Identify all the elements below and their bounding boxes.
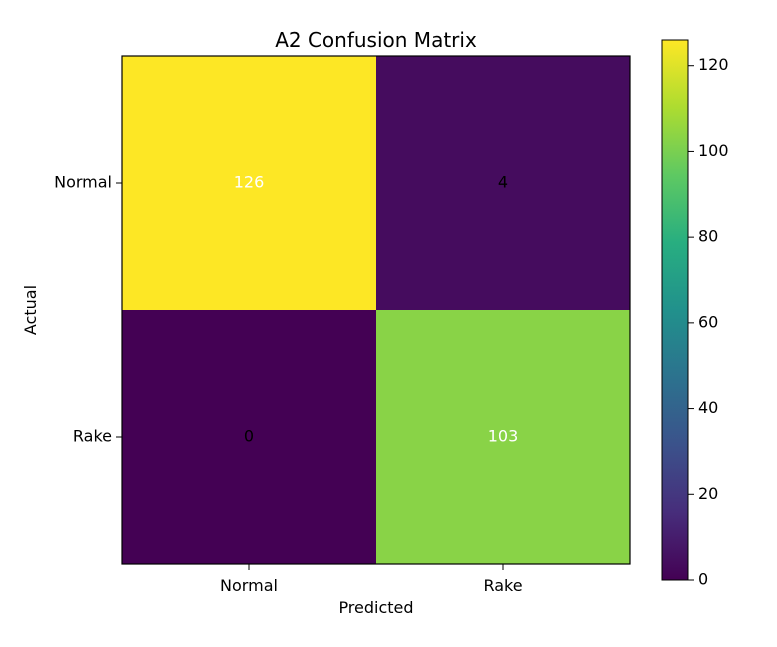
- x-tick-label: Rake: [483, 576, 522, 595]
- cell-value-label: 0: [244, 427, 254, 446]
- y-axis-ticks: Normal Rake: [54, 173, 122, 446]
- heatmap-cells: [122, 56, 630, 564]
- colorbar-ticks: 0 20 40 60 80 100 120: [688, 55, 729, 589]
- cell-value-label: 103: [488, 427, 519, 446]
- cell-value-label: 4: [498, 173, 508, 192]
- heatmap-cell: [376, 310, 630, 564]
- heatmap-cell: [376, 56, 630, 310]
- colorbar-tick-label: 60: [698, 312, 718, 331]
- heatmap-cell-labels: 126 4 0 103: [234, 173, 519, 446]
- y-tick-label: Rake: [73, 427, 112, 446]
- colorbar-tick-label: 80: [698, 227, 718, 246]
- colorbar-tick-label: 120: [698, 55, 729, 74]
- colorbar-tick-label: 0: [698, 570, 708, 589]
- y-tick-label: Normal: [54, 173, 112, 192]
- colorbar: [661, 39, 689, 581]
- colorbar-tick-label: 20: [698, 484, 718, 503]
- chart-title: A2 Confusion Matrix: [275, 28, 477, 52]
- x-axis-label: Predicted: [338, 598, 413, 617]
- cell-value-label: 126: [234, 173, 265, 192]
- plot-frame: [121, 55, 631, 565]
- x-axis-ticks: Normal Rake: [220, 564, 523, 595]
- y-axis-label: Actual: [21, 285, 40, 335]
- colorbar-tick-label: 100: [698, 141, 729, 160]
- heatmap-cell: [122, 310, 376, 564]
- x-tick-label: Normal: [220, 576, 278, 595]
- heatmap-cell: [122, 56, 376, 310]
- colorbar-tick-label: 40: [698, 398, 718, 417]
